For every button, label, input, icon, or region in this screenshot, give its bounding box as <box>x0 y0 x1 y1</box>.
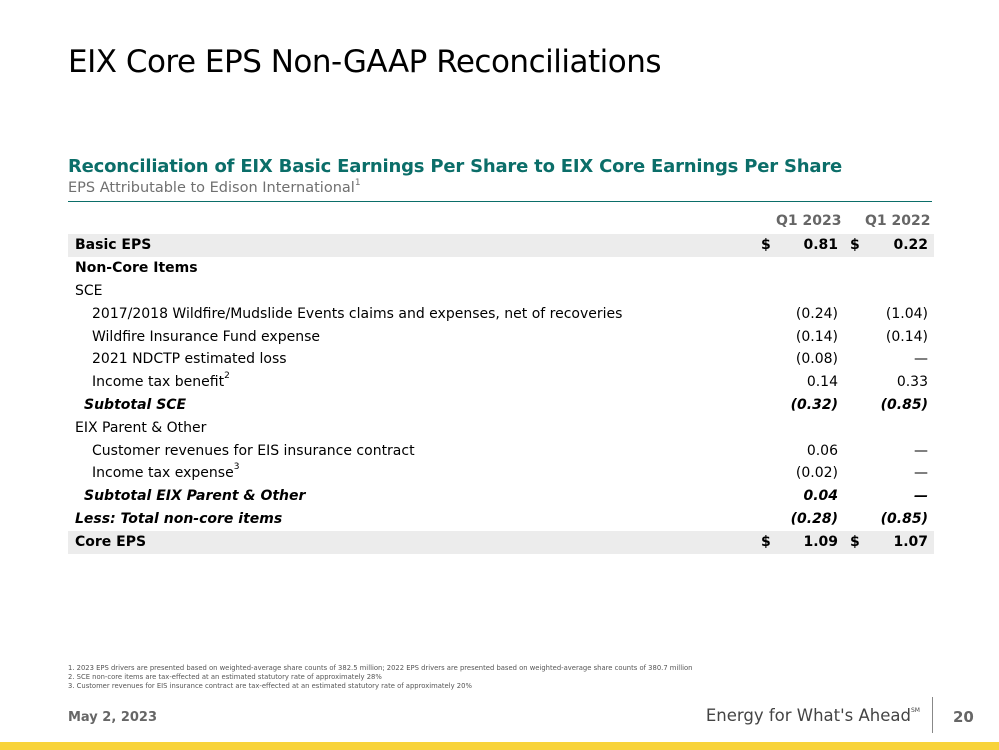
column-header-q1-2023: Q1 2023 <box>776 213 842 229</box>
table-row-subtotal-sce: Subtotal SCE (0.32) (0.85) <box>68 394 934 417</box>
heading-rule <box>68 201 932 202</box>
footer-divider <box>932 697 933 733</box>
table-heading: Reconciliation of EIX Basic Earnings Per… <box>68 156 842 177</box>
dollar-sign: $ <box>850 237 860 253</box>
service-mark: SM <box>911 707 920 714</box>
footnote-ref: 3 <box>233 462 240 472</box>
table-row: Customer revenues for EIS insurance cont… <box>68 440 934 463</box>
value-q1-2023: (0.08) <box>795 351 838 367</box>
value-q1-2023: 1.09 <box>803 534 838 550</box>
table-row-eix-parent: EIX Parent & Other <box>68 417 934 440</box>
row-label: EIX Parent & Other <box>75 420 207 436</box>
value-q1-2022: 0.33 <box>896 374 928 390</box>
dollar-sign: $ <box>761 237 771 253</box>
table-row-core-eps: Core EPS $ 1.09 $ 1.07 <box>68 531 934 554</box>
row-label: 2017/2018 Wildfire/Mudslide Events claim… <box>92 306 623 322</box>
row-label: Core EPS <box>75 534 147 550</box>
value-q1-2023: 0.04 <box>803 488 838 504</box>
page-number: 20 <box>953 708 974 726</box>
value-q1-2022: 1.07 <box>893 534 928 550</box>
value-q1-2022: (0.85) <box>880 511 928 527</box>
table-row: Income tax expense3 (0.02) — <box>68 462 934 485</box>
value-q1-2023: 0.14 <box>806 374 838 390</box>
table-row-total-non-core: Less: Total non-core items (0.28) (0.85) <box>68 508 934 531</box>
value-q1-2023: (0.02) <box>795 465 838 481</box>
value-q1-2023: 0.81 <box>803 237 838 253</box>
table-row-basic-eps: Basic EPS $ 0.81 $ 0.22 <box>68 234 934 257</box>
table-row: Income tax benefit2 0.14 0.33 <box>68 371 934 394</box>
table-row: Wildfire Insurance Fund expense (0.14) (… <box>68 326 934 349</box>
footnotes: 1. 2023 EPS drivers are presented based … <box>68 664 692 692</box>
row-label: Wildfire Insurance Fund expense <box>92 329 320 345</box>
subheading-text: EPS Attributable to Edison International <box>68 180 355 196</box>
value-q1-2022: (0.14) <box>885 329 928 345</box>
footnote-2: 2. SCE non-core items are tax-effected a… <box>68 673 382 682</box>
table-row-non-core-items: Non-Core Items <box>68 257 934 280</box>
accent-bar <box>0 742 999 750</box>
table-row-subtotal-eix-parent: Subtotal EIX Parent & Other 0.04 — <box>68 485 934 508</box>
value-q1-2023: (0.24) <box>795 306 838 322</box>
value-q1-2023: (0.32) <box>790 397 838 413</box>
value-q1-2022: (0.85) <box>880 397 928 413</box>
value-q1-2022: — <box>914 351 928 367</box>
row-label: 2021 NDCTP estimated loss <box>92 351 287 367</box>
footnote-3: 3. Customer revenues for EIS insurance c… <box>68 682 472 691</box>
table-row: 2021 NDCTP estimated loss (0.08) — <box>68 348 934 371</box>
footnote-ref: 2 <box>224 371 230 381</box>
row-label: SCE <box>75 283 103 299</box>
row-label: Less: Total non-core items <box>75 511 283 527</box>
value-q1-2022: — <box>914 443 928 459</box>
value-q1-2022: 0.22 <box>893 237 928 253</box>
value-q1-2022: (1.04) <box>885 306 928 322</box>
footer-date: May 2, 2023 <box>68 710 158 725</box>
table-subheading: EPS Attributable to Edison International… <box>68 178 361 196</box>
dollar-sign: $ <box>850 534 860 550</box>
page-title: EIX Core EPS Non-GAAP Reconciliations <box>68 44 662 80</box>
column-header-q1-2022: Q1 2022 <box>865 213 931 229</box>
value-q1-2023: 0.06 <box>806 443 838 459</box>
row-label-text: Income tax benefit <box>92 374 225 390</box>
subheading-footnote-ref: 1 <box>354 178 361 188</box>
row-label: Income tax expense3 <box>92 462 240 481</box>
dollar-sign: $ <box>761 534 771 550</box>
row-label-text: Income tax expense <box>92 465 234 481</box>
table-row-sce: SCE <box>68 280 934 303</box>
row-label: Subtotal SCE <box>84 397 187 413</box>
row-label: Basic EPS <box>75 237 152 253</box>
row-label: Income tax benefit2 <box>92 371 230 390</box>
row-label: Customer revenues for EIS insurance cont… <box>92 443 415 459</box>
value-q1-2023: (0.28) <box>790 511 838 527</box>
value-q1-2023: (0.14) <box>795 329 838 345</box>
footnote-1: 1. 2023 EPS drivers are presented based … <box>68 664 693 672</box>
footer-tagline: Energy for What's AheadSM <box>706 706 920 725</box>
value-q1-2022: — <box>914 465 928 481</box>
row-label: Non-Core Items <box>75 260 198 276</box>
value-q1-2022: — <box>914 488 928 504</box>
row-label: Subtotal EIX Parent & Other <box>84 488 306 504</box>
table-row: 2017/2018 Wildfire/Mudslide Events claim… <box>68 303 934 326</box>
tagline-text: Energy for What's Ahead <box>705 706 911 725</box>
